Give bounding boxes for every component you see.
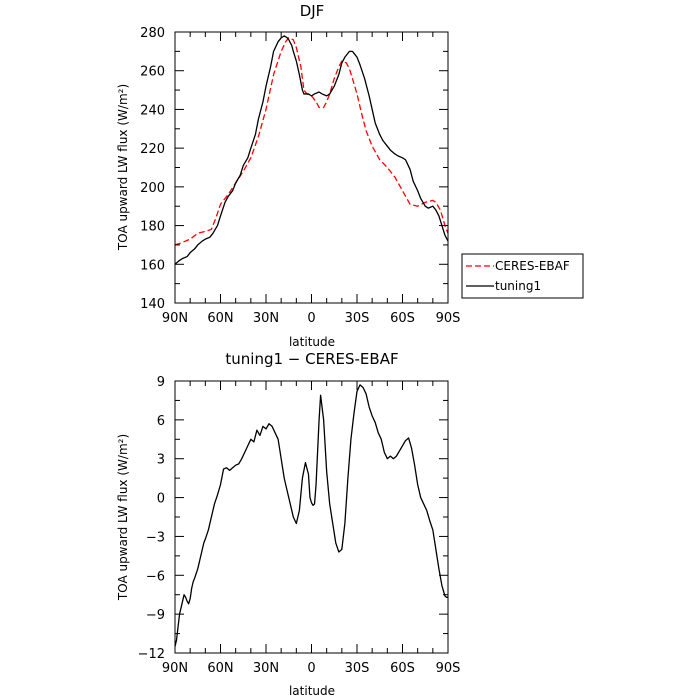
bottom-x-tick-label: 60N xyxy=(207,661,233,676)
bottom-y-tick-label: −12 xyxy=(138,647,165,662)
top-y-tick-label: 220 xyxy=(140,142,165,157)
bottom-x-tick-label: 30S xyxy=(345,661,370,676)
bottom-chart-title: tuning1 − CERES-EBAF xyxy=(225,350,398,368)
bottom-y-tick-label: −9 xyxy=(146,608,165,623)
top-x-tick-label: 30S xyxy=(345,311,370,326)
bottom-x-tick-label: 30N xyxy=(253,661,279,676)
top-y-tick-label: 180 xyxy=(140,220,165,235)
bottom-y-tick-label: 9 xyxy=(157,375,165,390)
top-x-tick-label: 60S xyxy=(390,311,415,326)
bottom-x-tick-label: 0 xyxy=(307,661,315,676)
top-y-tick-label: 160 xyxy=(140,258,165,273)
top-chart-series xyxy=(174,35,449,265)
bottom-y-tick-label: 6 xyxy=(157,414,165,429)
legend-box xyxy=(461,253,584,299)
bottom-chart-xlabel: latitude xyxy=(289,684,335,698)
bottom-y-tick-label: 0 xyxy=(157,492,165,507)
bottom-chart-frame xyxy=(174,380,449,654)
top-y-tick-label: 240 xyxy=(140,103,165,118)
bottom-x-tick-label: 90S xyxy=(436,661,461,676)
bottom-series-line-0 xyxy=(174,384,448,647)
top-x-tick-label: 30N xyxy=(253,311,279,326)
bottom-y-tick-label: 3 xyxy=(157,453,165,468)
legend: CERES-EBAF tuning1 xyxy=(461,253,584,299)
bottom-chart-series xyxy=(174,384,448,647)
top-x-tick-label: 90S xyxy=(436,311,461,326)
top-y-tick-label: 140 xyxy=(140,297,165,312)
legend-label-ceres-ebaf: CERES-EBAF xyxy=(495,259,570,273)
top-y-tick-label: 200 xyxy=(140,181,165,196)
top-chart-xlabel: latitude xyxy=(289,335,335,349)
bottom-x-tick-label: 60S xyxy=(390,661,415,676)
bottom-chart-ylabel: TOA upward LW flux (W/m²) xyxy=(116,434,130,601)
top-chart-ylabel: TOA upward LW flux (W/m²) xyxy=(116,84,130,251)
top-series-line-tuning1 xyxy=(174,35,449,265)
bottom-chart-ticks: 90N 60N 30N 0 30S 60S 90S −12 −9 −6 −3 0 3 6 9 xyxy=(138,375,461,676)
top-series-line-ceres-ebaf xyxy=(174,37,449,246)
top-chart: DJF 90N 60N 30N 0 30S 60S 90S 140 160 180 200 220 24… xyxy=(116,2,584,349)
bottom-y-tick-label: −6 xyxy=(146,569,165,584)
top-chart-title: DJF xyxy=(300,2,325,20)
top-x-tick-label: 60N xyxy=(207,311,233,326)
bottom-x-tick-label: 90N xyxy=(162,661,188,676)
bottom-y-tick-label: −3 xyxy=(146,530,165,545)
bottom-chart: tuning1 − CERES-EBAF 90N 60N 30N 0 30S 60S 90S… xyxy=(116,350,460,698)
top-chart-ticks: 90N 60N 30N 0 30S 60S 90S 140 160 180 200 220 240 260… xyxy=(140,26,460,326)
top-x-tick-label: 90N xyxy=(162,311,188,326)
top-y-tick-label: 260 xyxy=(140,65,165,80)
top-y-tick-label: 280 xyxy=(140,26,165,41)
top-x-tick-label: 0 xyxy=(307,311,315,326)
legend-label-tuning1: tuning1 xyxy=(495,279,541,293)
top-chart-frame xyxy=(174,31,449,304)
